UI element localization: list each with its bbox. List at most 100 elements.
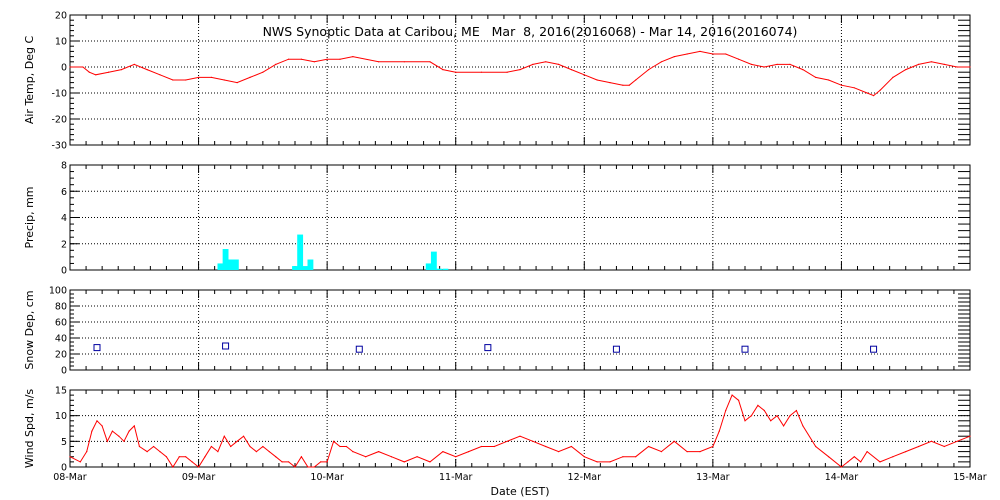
data-point — [879, 461, 881, 463]
panel-frame — [69, 14, 971, 146]
y-tick-label: -10 — [51, 89, 67, 100]
data-point — [165, 456, 168, 458]
data-point — [146, 69, 148, 71]
x-tick-label: 08-Mar — [53, 472, 87, 483]
data-point — [622, 84, 624, 86]
x-tick-label: 11-Mar — [439, 472, 473, 483]
data-point — [943, 63, 945, 65]
data-point — [712, 445, 714, 448]
data-point — [609, 82, 611, 84]
data-point — [138, 445, 141, 448]
data-point — [307, 466, 309, 468]
data-point — [519, 69, 521, 71]
data-point — [750, 63, 753, 65]
data-point — [557, 63, 560, 65]
data-point — [660, 61, 663, 63]
x-tick-label: 13-Mar — [696, 472, 730, 483]
y-tick-label: 0 — [61, 63, 67, 74]
data-point — [339, 445, 341, 448]
data-point — [275, 456, 277, 458]
data-point — [69, 66, 71, 68]
data-point — [570, 69, 573, 71]
data-point — [352, 451, 354, 453]
data-point — [763, 66, 765, 68]
y-tick-label: 10 — [55, 411, 67, 422]
snow-depth-marker — [93, 344, 101, 352]
data-point — [853, 87, 855, 89]
data-point — [943, 445, 945, 448]
data-point — [287, 58, 290, 60]
data-point — [725, 53, 727, 55]
data-point — [313, 61, 315, 63]
y-axis-label: Wind Spd, m/s — [23, 389, 36, 469]
y-tick-label: 2 — [61, 239, 67, 250]
y-tick-label: 4 — [61, 213, 67, 224]
data-point — [789, 63, 791, 65]
data-point — [69, 456, 71, 458]
data-point — [230, 445, 232, 448]
panel-wind: 15 10 5 0 Wind Spd, m/s — [23, 386, 971, 474]
data-point — [204, 456, 206, 458]
data-point — [570, 445, 573, 448]
data-point — [917, 445, 920, 448]
data-point — [905, 69, 907, 71]
y-tick-label: 20 — [55, 11, 67, 22]
data-point — [519, 435, 521, 437]
data-point — [128, 430, 130, 432]
data-point — [815, 76, 817, 78]
data-point — [429, 461, 431, 463]
data-point — [416, 456, 418, 458]
data-point — [429, 61, 431, 63]
data-point — [802, 69, 804, 71]
panel-temp: 20 10 0 -10 -20 -30 Air Temp, Deg C — [23, 11, 971, 152]
data-point — [628, 84, 630, 86]
data-point — [545, 61, 547, 63]
data-point — [82, 66, 84, 68]
data-point — [268, 451, 270, 453]
precip-bar — [227, 259, 234, 270]
panel-frame — [69, 389, 971, 468]
data-point — [557, 451, 560, 453]
data-point — [506, 71, 508, 73]
data-point — [275, 63, 277, 65]
data-point — [892, 76, 894, 78]
data-point — [120, 69, 123, 71]
data-point — [300, 456, 303, 458]
panel-frame — [69, 164, 971, 271]
y-tick-label: -20 — [51, 115, 67, 126]
data-point — [493, 445, 495, 448]
y-tick-label: 0 — [61, 366, 67, 377]
y-tick-label: 8 — [61, 161, 67, 172]
data-point — [853, 456, 855, 458]
data-point — [79, 461, 81, 463]
data-point — [596, 461, 598, 463]
y-tick-label: 60 — [55, 318, 67, 329]
data-point — [763, 409, 765, 412]
y-tick-label: 40 — [55, 334, 67, 345]
data-point — [255, 451, 258, 453]
precip-bar — [222, 249, 229, 270]
data-point — [442, 451, 444, 453]
data-point — [686, 53, 688, 55]
data-point — [210, 76, 213, 78]
data-point — [827, 79, 830, 81]
data-point — [673, 56, 675, 58]
data-point — [506, 440, 508, 442]
data-point — [532, 440, 534, 442]
data-point — [840, 466, 843, 468]
data-point — [442, 69, 444, 71]
snow-depth-marker — [355, 345, 363, 353]
data-point — [111, 430, 114, 432]
data-point — [840, 84, 843, 86]
data-point — [795, 409, 798, 412]
x-tick-label: 12-Mar — [568, 472, 602, 483]
y-axis-label: Snow Dep, cm — [23, 290, 36, 369]
data-point — [403, 61, 405, 63]
snow-depth-marker — [870, 345, 878, 353]
precip-bar — [442, 268, 449, 270]
data-point — [455, 71, 457, 73]
data-point — [262, 71, 264, 73]
data-point — [827, 456, 830, 458]
data-point — [118, 435, 120, 437]
data-point — [106, 440, 108, 442]
